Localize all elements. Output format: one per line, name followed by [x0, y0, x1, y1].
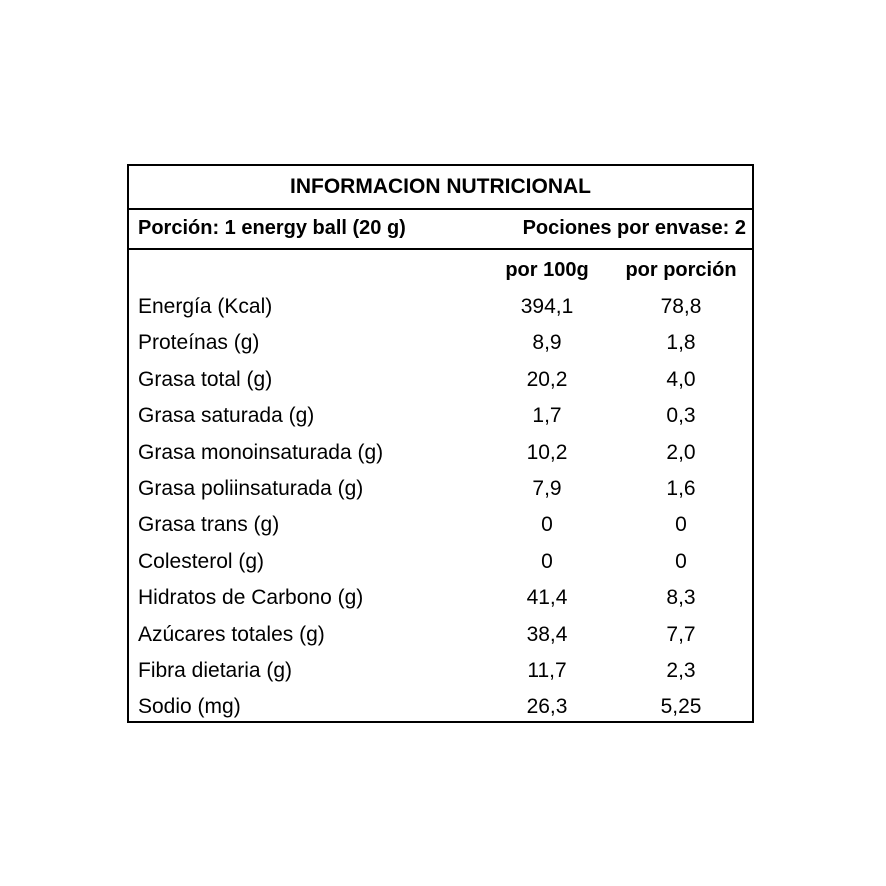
- value-per-portion: 5,25: [660, 695, 702, 719]
- nutrient-label: Grasa trans (g): [138, 513, 280, 537]
- table-row: Grasa total (g) 20,2 4,0: [129, 362, 752, 398]
- value-per-portion: 2,0: [666, 440, 696, 464]
- value-per-100g: 7,9: [532, 476, 562, 500]
- value-per-portion: 4,0: [666, 367, 696, 391]
- value-per-portion: 2,3: [666, 658, 696, 682]
- table-row: Colesterol (g) 0 0: [129, 544, 752, 580]
- nutrient-rows: Energía (Kcal) 394,1 78,8 Proteínas (g) …: [129, 289, 752, 726]
- value-per-100g: 0: [541, 549, 553, 573]
- value-per-100g: 394,1: [520, 295, 574, 318]
- table-title: INFORMACION NUTRICIONAL: [129, 166, 752, 210]
- nutrient-label: Energía (Kcal): [138, 295, 273, 318]
- value-per-100g: 0: [541, 513, 553, 537]
- value-per-portion: 1,6: [666, 476, 696, 500]
- nutrition-table: INFORMACION NUTRICIONAL Porción: 1 energ…: [127, 164, 754, 723]
- table-row: Fibra dietaria (g) 11,7 2,3: [129, 653, 752, 689]
- table-row: Azúcares totales (g) 38,4 7,7: [129, 617, 752, 653]
- value-per-100g: 8,9: [532, 331, 562, 355]
- value-per-portion: 0,3: [666, 404, 696, 428]
- table-row: Grasa trans (g) 0 0: [129, 507, 752, 543]
- value-per-100g: 26,3: [526, 695, 568, 719]
- value-per-100g: 10,2: [526, 440, 568, 464]
- table-row: Hidratos de Carbono (g) 41,4 8,3: [129, 580, 752, 616]
- nutrient-label: Grasa total (g): [138, 367, 273, 391]
- table-row: Sodio (mg) 26,3 5,25: [129, 689, 752, 725]
- value-per-portion: 7,7: [666, 622, 696, 646]
- table-row: Grasa monoinsaturada (g) 10,2 2,0: [129, 435, 752, 471]
- value-per-100g: 41,4: [526, 586, 568, 610]
- column-header-per-100g: por 100g: [505, 259, 589, 281]
- value-per-portion: 8,3: [666, 586, 696, 610]
- servings-per-container: Pociones por envase: 2: [522, 217, 746, 239]
- value-per-100g: 1,7: [532, 404, 562, 428]
- table-row: Grasa saturada (g) 1,7 0,3: [129, 398, 752, 434]
- nutrient-label: Fibra dietaria (g): [138, 658, 293, 682]
- nutrient-label: Hidratos de Carbono (g): [138, 586, 364, 610]
- column-header-per-portion: por porción: [625, 259, 737, 281]
- table-row: Proteínas (g) 8,9 1,8: [129, 325, 752, 361]
- value-per-portion: 0: [675, 513, 687, 537]
- value-per-portion: 1,8: [666, 331, 696, 355]
- value-per-portion: 0: [675, 549, 687, 573]
- value-per-portion: 78,8: [660, 295, 702, 318]
- nutrient-label: Grasa poliinsaturada (g): [138, 476, 364, 500]
- value-per-100g: 20,2: [526, 367, 568, 391]
- nutrient-label: Azúcares totales (g): [138, 622, 325, 646]
- value-per-100g: 11,7: [527, 658, 567, 682]
- nutrient-label: Proteínas (g): [138, 331, 260, 355]
- nutrient-label: Colesterol (g): [138, 549, 265, 573]
- portion-row: Porción: 1 energy ball (20 g) Pociones p…: [129, 208, 752, 250]
- portion-size: Porción: 1 energy ball (20 g): [138, 217, 406, 239]
- nutrient-label: Grasa saturada (g): [138, 404, 315, 428]
- nutrient-label: Grasa monoinsaturada (g): [138, 440, 384, 464]
- table-row: Grasa poliinsaturada (g) 7,9 1,6: [129, 471, 752, 507]
- value-per-100g: 38,4: [526, 622, 568, 646]
- nutrient-label: Sodio (mg): [138, 695, 241, 719]
- table-row: Energía (Kcal) 394,1 78,8: [129, 289, 752, 325]
